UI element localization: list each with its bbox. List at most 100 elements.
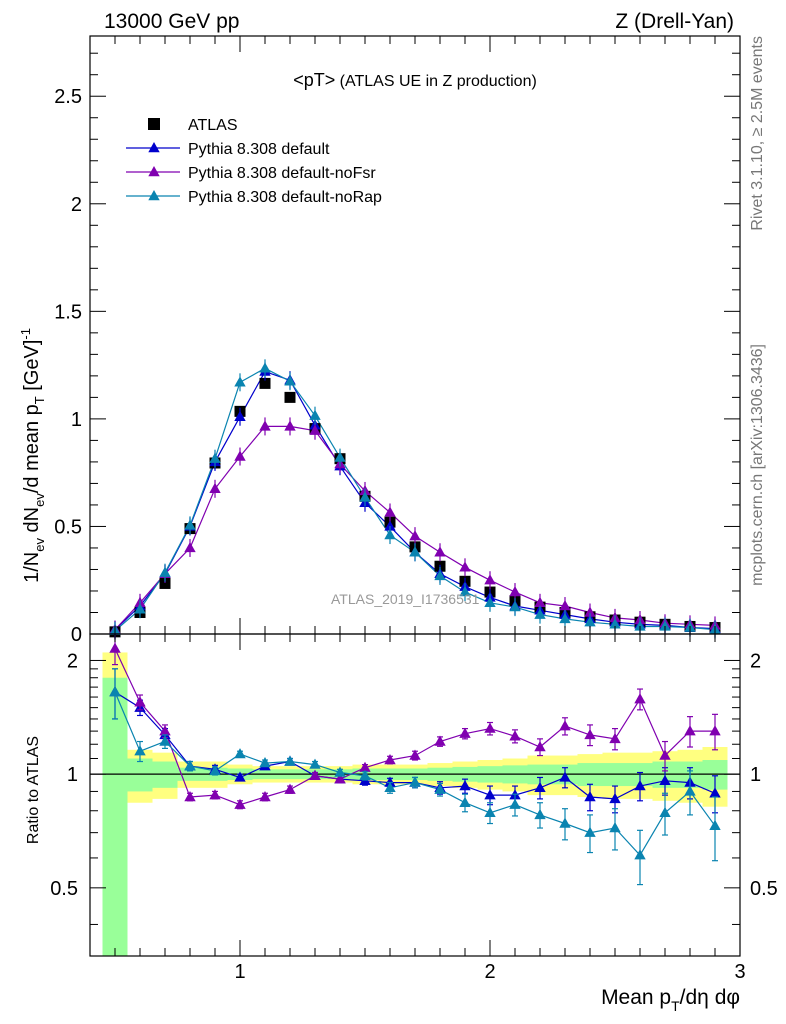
ratio-point-0 <box>234 771 246 782</box>
ratio-point-1 <box>459 727 471 738</box>
legend-marker <box>148 190 160 201</box>
ratio-point-2 <box>209 764 221 776</box>
ratio-point-2 <box>134 745 146 756</box>
data-point-3 <box>534 608 546 619</box>
ratio-point-1 <box>159 725 171 736</box>
data-point-2 <box>309 424 321 435</box>
ratio-point-1 <box>684 725 696 736</box>
y-tick-label: 0.5 <box>54 516 82 538</box>
data-point-3 <box>484 596 496 608</box>
ratio-point-2 <box>534 808 546 820</box>
ratio-point-1 <box>334 773 346 784</box>
x-tick-label: 2 <box>484 961 495 983</box>
ratio-point-2 <box>334 766 346 777</box>
data-point-3 <box>509 601 521 612</box>
data-point-3 <box>334 451 346 462</box>
ratio-point-1 <box>609 732 621 744</box>
data-point-3 <box>659 620 671 631</box>
data-point-atlas <box>159 577 171 589</box>
ratio-point-2 <box>584 826 596 837</box>
ratio-point-2 <box>409 776 421 787</box>
ratio-point-0 <box>634 780 646 791</box>
ratio-point-0 <box>384 776 396 787</box>
ratio-point-1 <box>509 730 521 741</box>
data-point-atlas <box>259 377 271 389</box>
ratio-point-1 <box>659 749 671 760</box>
ratio-point-1 <box>259 790 271 802</box>
ratio-point-1 <box>234 798 246 809</box>
ratio-point-1 <box>309 769 321 780</box>
data-point-2 <box>284 420 296 431</box>
main-plot-title: <pT> (ATLAS UE in Z production) <box>293 70 537 90</box>
ratio-point-1 <box>209 789 221 800</box>
y-tick-label: 2.5 <box>54 86 82 108</box>
data-point-2 <box>459 561 471 572</box>
ratio-point-2 <box>709 819 721 830</box>
ratio-point-0 <box>559 771 571 782</box>
ratio-point-1 <box>359 761 371 772</box>
ratio-point-1 <box>534 740 546 752</box>
ratio-point-2 <box>259 757 271 768</box>
watermark: ATLAS_2019_I1736531 <box>331 591 480 607</box>
x-tick-label: 1 <box>234 961 245 983</box>
ratio-point-0 <box>609 792 621 804</box>
data-point-2 <box>434 546 446 557</box>
ratio-y-tick-label: 0.5 <box>50 878 78 900</box>
ratio-point-2 <box>484 806 496 818</box>
ratio-point-2 <box>384 781 396 793</box>
uncertainty-band-green <box>127 758 153 792</box>
legend-label: Pythia 8.308 default <box>188 141 330 158</box>
legend-marker <box>148 166 160 177</box>
ratio-point-1 <box>584 728 596 740</box>
data-point-2 <box>484 574 496 585</box>
data-point-3 <box>134 603 146 614</box>
data-point-3 <box>234 376 246 387</box>
data-point-3 <box>409 546 421 557</box>
ratio-y-tick-label: 2 <box>67 650 78 672</box>
legend-label: ATLAS <box>188 117 238 134</box>
data-point-2 <box>209 482 221 494</box>
ratio-point-0 <box>534 781 546 793</box>
ratio-point-1 <box>109 642 121 653</box>
side-label-bottom: mcplots.cern.ch [arXiv:1306.3436] <box>749 344 766 586</box>
data-point-3 <box>609 618 621 629</box>
data-point-3 <box>184 519 196 530</box>
legend-label: Pythia 8.308 default-noRap <box>188 189 382 206</box>
data-point-3 <box>384 529 396 540</box>
legend-marker-atlas <box>148 118 160 130</box>
y-tick-label: 2 <box>71 194 82 216</box>
ratio-point-0 <box>659 774 671 786</box>
ratio-point-2 <box>684 785 696 796</box>
data-point-3 <box>559 612 571 624</box>
x-axis-label: Mean pT/dη dφ <box>601 986 740 1014</box>
ratio-y-tick-label-right: 0.5 <box>750 878 778 900</box>
ratio-point-2 <box>609 822 621 833</box>
ratio-point-1 <box>634 693 646 704</box>
data-point-3 <box>359 491 371 502</box>
ratio-y-tick-label-right: 1 <box>750 764 761 786</box>
data-point-3 <box>634 620 646 631</box>
data-point-3 <box>309 409 321 420</box>
data-point-3 <box>259 362 271 373</box>
data-point-2 <box>409 530 421 541</box>
ratio-plot-panel: 1 2 3 0.5 0.5 1 1 2 2 Ratio to ATLAS Mean pT/dη … <box>25 633 778 1014</box>
data-point-2 <box>184 541 196 553</box>
ratio-point-1 <box>559 720 571 731</box>
ratio-point-0 <box>484 789 496 800</box>
y-tick-label: 0 <box>71 624 82 646</box>
ratio-point-2 <box>659 806 671 818</box>
data-point-2 <box>559 600 571 611</box>
data-point-3 <box>209 452 221 463</box>
ratio-point-2 <box>234 748 246 759</box>
y-tick-label: 1.5 <box>54 301 82 323</box>
ratio-point-1 <box>709 725 721 736</box>
ratio-point-2 <box>284 755 296 766</box>
ratio-y-axis-label: Ratio to ATLAS <box>25 736 42 844</box>
ratio-point-1 <box>409 749 421 760</box>
data-point-2 <box>509 586 521 597</box>
ratio-point-0 <box>459 780 471 791</box>
legend-label: Pythia 8.308 default-noFsr <box>188 165 376 182</box>
ratio-point-2 <box>184 760 196 771</box>
data-point-1 <box>384 520 396 531</box>
data-point-2 <box>534 596 546 608</box>
